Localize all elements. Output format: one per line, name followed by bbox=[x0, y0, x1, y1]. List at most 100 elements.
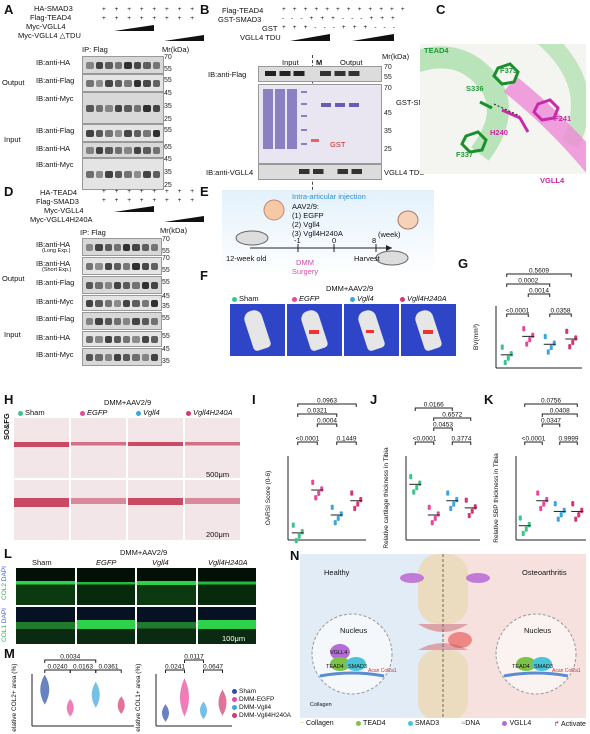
data-point bbox=[427, 504, 431, 508]
blot-band bbox=[114, 147, 122, 154]
y-axis-label: Relative SBP thickness in Tibia bbox=[493, 453, 500, 543]
knee-image bbox=[344, 304, 399, 356]
scale-bar-label: 100μm bbox=[222, 634, 246, 643]
fluorescence-image bbox=[76, 568, 135, 605]
panel-b-label: B bbox=[200, 2, 210, 17]
fluorescence-image bbox=[197, 607, 256, 644]
data-point bbox=[571, 503, 575, 507]
blot-band bbox=[132, 318, 140, 325]
ip-label: IP: Flag bbox=[80, 228, 106, 237]
mw-tick: 55 bbox=[384, 74, 392, 81]
panel-h-title: DMM+AAV2/9 bbox=[104, 398, 152, 407]
data-point bbox=[291, 524, 295, 528]
significance-bracket bbox=[524, 403, 578, 407]
data-point bbox=[580, 507, 584, 511]
data-point bbox=[525, 343, 529, 347]
data-point bbox=[409, 473, 413, 478]
mw-label: Mr(kDa) bbox=[162, 45, 190, 54]
vgll4-tag: VGLL4 bbox=[330, 650, 348, 656]
blot-band bbox=[141, 354, 149, 361]
blot-band bbox=[95, 62, 103, 69]
blot-band bbox=[123, 282, 131, 289]
mw-tick: 35 bbox=[162, 358, 170, 365]
coomassie-gel bbox=[258, 84, 382, 164]
p-value-label: 0.1449 bbox=[337, 436, 357, 443]
blot-strip bbox=[82, 56, 164, 74]
blot-band bbox=[150, 244, 158, 251]
data-point bbox=[574, 518, 578, 522]
blot-band bbox=[152, 105, 160, 112]
p-value-label: 0.0963 bbox=[317, 398, 337, 405]
data-point bbox=[433, 517, 437, 522]
blot-label: IB:anti-Flag bbox=[36, 278, 75, 287]
blot-label: IB:anti-Myc bbox=[36, 160, 74, 169]
blot-band bbox=[105, 105, 113, 112]
data-point bbox=[470, 510, 474, 514]
significance-bracket bbox=[527, 293, 551, 297]
fluorescence-image bbox=[16, 607, 75, 644]
panel-k-label: K bbox=[484, 392, 494, 407]
blot-band bbox=[113, 354, 121, 361]
p-value-label: 0.0408 bbox=[550, 408, 570, 415]
blot-band bbox=[95, 105, 103, 112]
data-point bbox=[317, 490, 321, 494]
structure-image bbox=[420, 44, 586, 174]
plus-row: + + + + + + + + bbox=[102, 6, 198, 13]
data-point bbox=[571, 341, 575, 346]
data-point bbox=[543, 336, 547, 340]
mw-tick: 55 bbox=[164, 77, 172, 84]
blot-band bbox=[141, 336, 149, 343]
h-group: Vgll4H240A bbox=[186, 408, 246, 417]
data-point bbox=[470, 508, 474, 512]
legend-item: ~ Collagen bbox=[300, 720, 334, 727]
knee-image bbox=[401, 304, 456, 356]
histology-grid bbox=[14, 418, 240, 540]
data-point bbox=[449, 505, 453, 509]
header-line: Myc-VGLL4 bbox=[44, 206, 84, 215]
mw-tick: 45 bbox=[162, 293, 170, 300]
blot-band bbox=[124, 80, 132, 87]
violin bbox=[200, 701, 207, 720]
blot-strip bbox=[82, 238, 162, 256]
data-point bbox=[545, 496, 549, 501]
significance-bracket bbox=[549, 313, 572, 317]
plus-row: - - - + + + - - - + + + bbox=[282, 15, 398, 22]
data-point bbox=[311, 479, 315, 483]
blot-label: IB:anti-Myc bbox=[36, 94, 74, 103]
significance-bracket bbox=[414, 407, 453, 411]
data-point bbox=[409, 476, 413, 480]
legend-label: Activate bbox=[561, 721, 586, 728]
vgll4-tdu-label: VGLL4 TDU bbox=[384, 168, 425, 177]
blot-band bbox=[86, 318, 94, 325]
legend-label: DNA bbox=[465, 720, 481, 727]
violin bbox=[40, 674, 50, 705]
significance-bracket bbox=[95, 669, 122, 673]
significance-bracket bbox=[336, 441, 357, 445]
data-point bbox=[353, 505, 357, 509]
target-gene-label: Acan Col2a1 bbox=[552, 668, 581, 674]
p-value-label: 0.3774 bbox=[452, 436, 472, 443]
data-point bbox=[518, 517, 522, 521]
data-point bbox=[427, 506, 431, 511]
plus-row: + + + + + + + + bbox=[102, 15, 198, 22]
data-point bbox=[577, 512, 581, 516]
data-point bbox=[500, 346, 504, 350]
data-point bbox=[446, 490, 450, 494]
group-label: Vgll4H240A bbox=[208, 558, 248, 567]
smad3-tag: SMAD3 bbox=[534, 664, 553, 670]
blot-band bbox=[114, 80, 122, 87]
knee-image bbox=[230, 304, 285, 356]
panel-f-label: F bbox=[200, 268, 208, 283]
knee-image bbox=[287, 304, 342, 356]
header-line: Flag-TEAD4 bbox=[222, 6, 264, 15]
aav-item: (2) Vgll4 bbox=[292, 220, 320, 229]
significance-bracket bbox=[506, 313, 529, 317]
blot-band bbox=[95, 318, 103, 325]
p-value-label: 0.0241 bbox=[165, 664, 185, 671]
significance-bracket bbox=[541, 423, 561, 427]
legend-item: SMAD3 bbox=[407, 720, 439, 728]
data-point bbox=[320, 486, 324, 490]
tick-label: 8 bbox=[372, 236, 377, 245]
blot-band bbox=[132, 263, 140, 270]
row1-label: COL2 DAPI bbox=[1, 566, 8, 600]
